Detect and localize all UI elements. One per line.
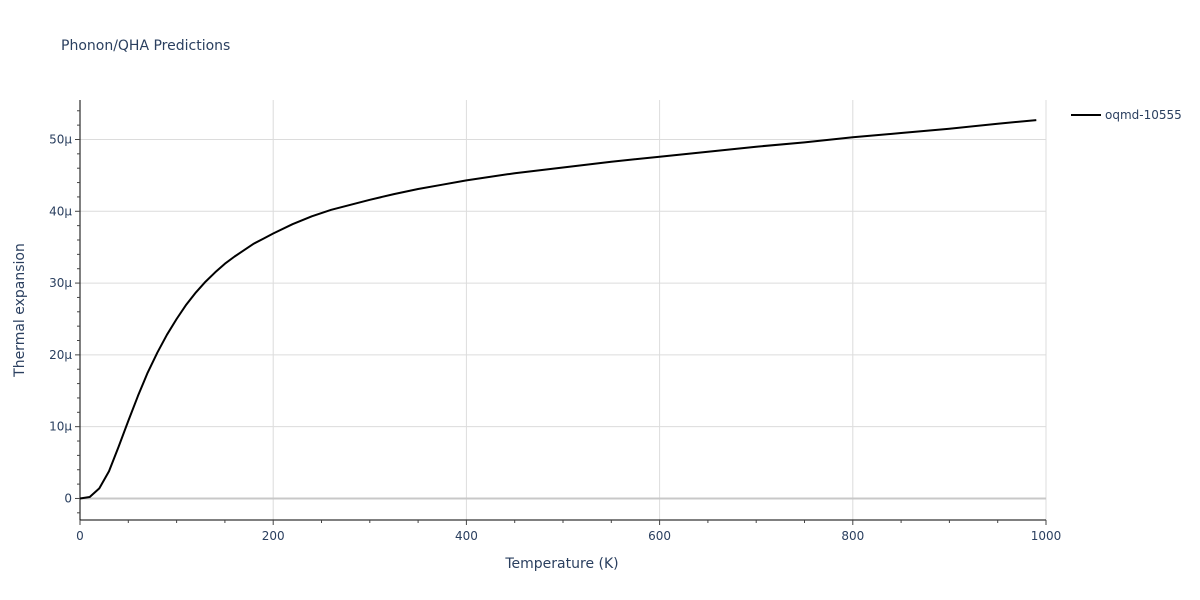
y-tick-label: 0 xyxy=(64,491,72,505)
x-tick-label: 0 xyxy=(76,529,84,543)
chart-title: Phonon/QHA Predictions xyxy=(61,38,230,54)
y-tick-label: 10µ xyxy=(49,420,72,434)
y-axis-title: Thermal expansion xyxy=(12,243,28,378)
x-axis-title: Temperature (K) xyxy=(504,556,618,572)
x-tick-label: 800 xyxy=(841,529,864,543)
x-tick-label: 600 xyxy=(648,529,671,543)
y-tick-label: 50µ xyxy=(49,132,72,146)
y-tick-label: 40µ xyxy=(49,204,72,218)
x-tick-label: 400 xyxy=(455,529,478,543)
grid xyxy=(80,100,1047,520)
x-axis-ticks: 0 200 400 600 800 1000 xyxy=(76,529,1061,543)
y-tick-label: 20µ xyxy=(49,348,72,362)
x-tick-label: 200 xyxy=(262,529,285,543)
legend-label: oqmd-10555 xyxy=(1105,108,1182,122)
plot-area xyxy=(79,119,1037,500)
series-line xyxy=(79,119,1037,500)
y-axis-ticks: 0 10µ 20µ 30µ 40µ 50µ xyxy=(49,132,72,505)
axes xyxy=(75,100,1047,525)
x-tick-label: 1000 xyxy=(1031,529,1062,543)
y-tick-label: 30µ xyxy=(49,276,72,290)
legend[interactable]: oqmd-10555 xyxy=(1071,108,1182,122)
